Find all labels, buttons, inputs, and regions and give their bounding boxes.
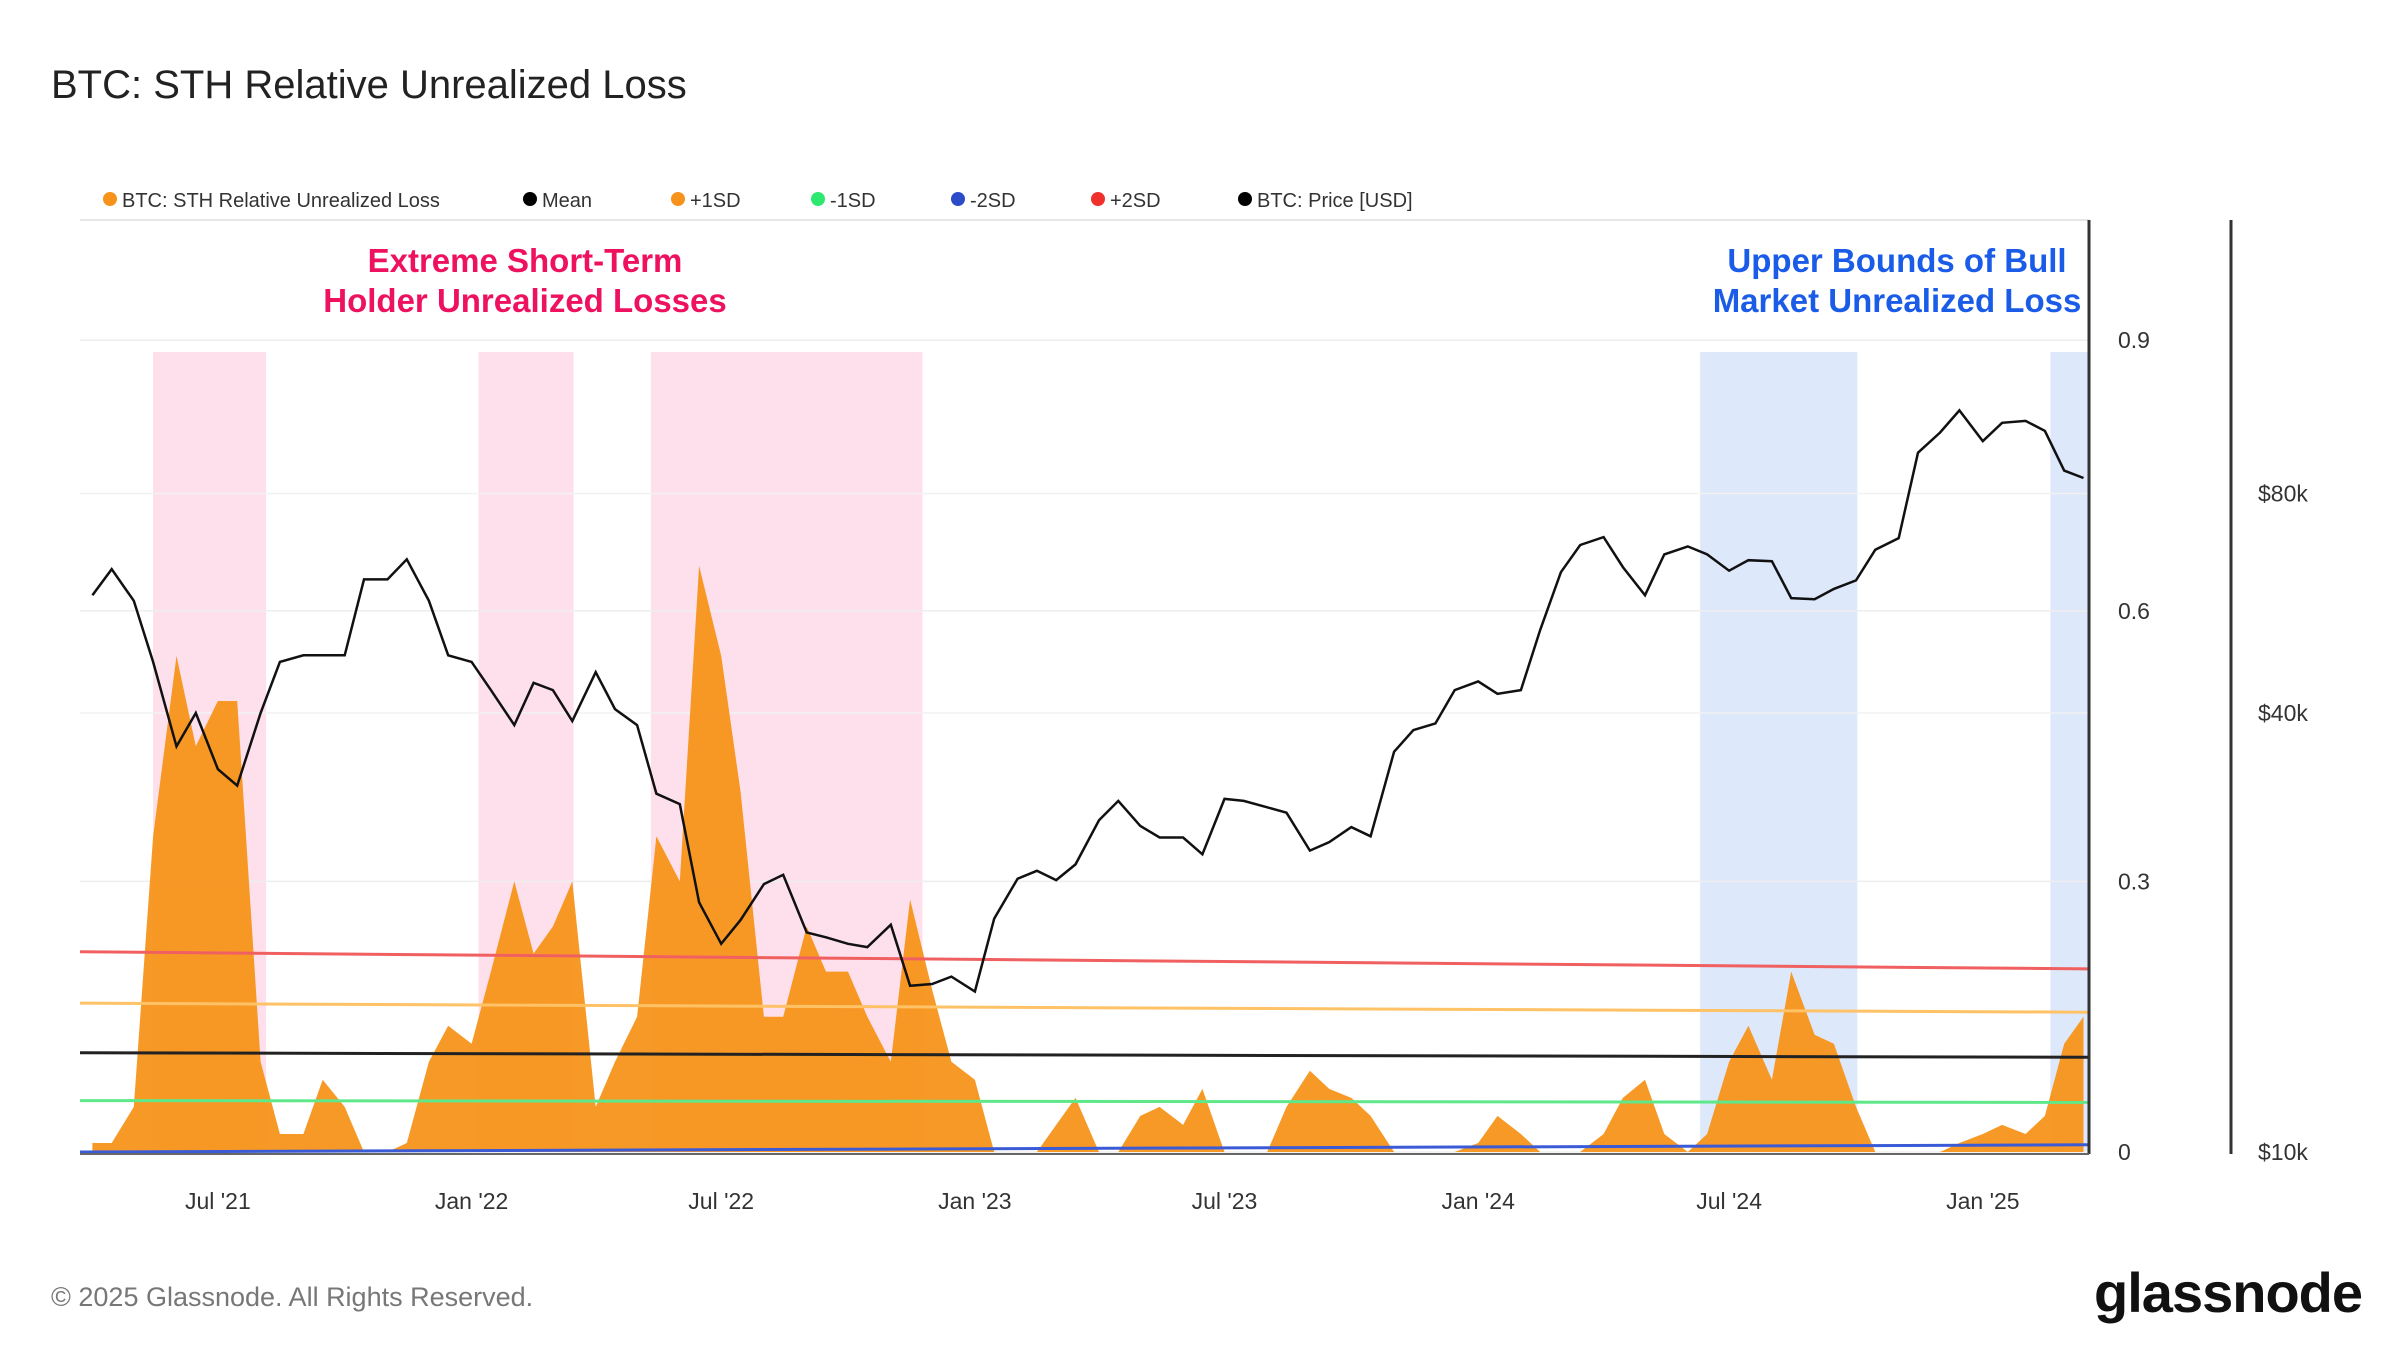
y-left-tick-label: 0.3 — [2118, 868, 2150, 894]
band-plus2sd — [79, 950, 2090, 971]
chart-title: BTC: STH Relative Unrealized Loss — [51, 63, 687, 107]
x-tick-label: Jan '22 — [435, 1188, 508, 1214]
legend: BTC: STH Relative Unrealized Loss Mean +1S… — [103, 190, 1413, 212]
legend-marker — [1091, 192, 1105, 206]
legend-label: Mean — [542, 190, 592, 212]
x-tick-label: Jul '23 — [1192, 1188, 1258, 1214]
copyright: © 2025 Glassnode. All Rights Reserved. — [51, 1282, 533, 1312]
y-right-tick-label: $80k — [2258, 481, 2308, 507]
band-mean — [79, 1051, 2090, 1059]
x-tick-label: Jul '22 — [688, 1188, 754, 1214]
y-right-tick-label: $10k — [2258, 1139, 2308, 1165]
annotation-text: Holder Unrealized Losses — [323, 282, 726, 319]
annotation-text: Upper Bounds of Bull — [1727, 242, 2066, 279]
legend-marker — [103, 192, 117, 206]
series-marks — [79, 408, 2090, 1154]
axis-ticks: Jul '21 Jan '22 Jul '22 Jan '23 Jul '23 Jan '… — [185, 327, 2308, 1214]
legend-marker — [1238, 192, 1252, 206]
y-left-tick-label: 0.9 — [2118, 327, 2150, 353]
legend-marker — [523, 192, 537, 206]
glassnode-logo: glassnode — [2094, 1261, 2362, 1324]
highlight-region — [1700, 352, 1858, 1152]
legend-marker — [671, 192, 685, 206]
band-minus2sd — [79, 1143, 2090, 1154]
x-tick-label: Jan '23 — [938, 1188, 1011, 1214]
x-tick-label: Jul '24 — [1696, 1188, 1762, 1214]
legend-label: -1SD — [830, 190, 876, 212]
legend-marker — [811, 192, 825, 206]
band-plus1sd — [79, 1001, 2090, 1014]
legend-label: +1SD — [690, 190, 741, 212]
price-line — [91, 408, 2084, 994]
band-minus1sd — [79, 1099, 2090, 1104]
y-left-tick-label: 0.6 — [2118, 598, 2150, 624]
y-right-tick-label: $40k — [2258, 700, 2308, 726]
highlight-regions — [153, 352, 2089, 1152]
x-tick-label: Jan '24 — [1441, 1188, 1515, 1214]
annotation-text: Market Unrealized Loss — [1713, 282, 2082, 319]
legend-label: +2SD — [1110, 190, 1161, 212]
y-left-tick-label: 0 — [2118, 1139, 2131, 1165]
legend-label: BTC: Price [USD] — [1257, 190, 1413, 212]
x-tick-label: Jan '25 — [1946, 1188, 2019, 1214]
legend-label: -2SD — [970, 190, 1016, 212]
legend-marker — [951, 192, 965, 206]
legend-label: BTC: STH Relative Unrealized Loss — [122, 190, 440, 212]
x-tick-label: Jul '21 — [185, 1188, 251, 1214]
annotation-text: Extreme Short-Term — [368, 242, 683, 279]
